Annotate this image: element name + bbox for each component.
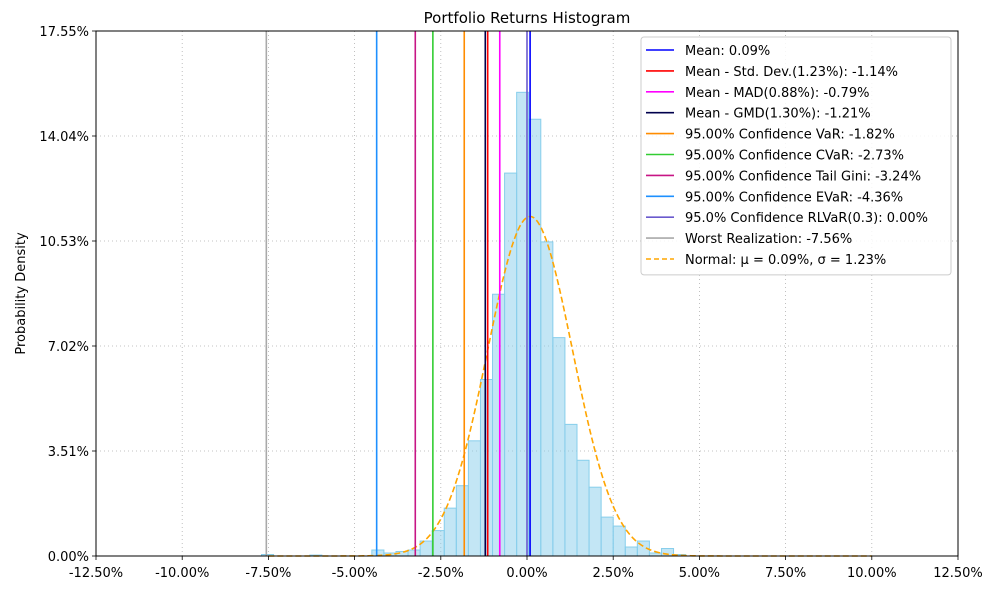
legend-label: 95.00% Confidence Tail Gini: -3.24% [685,169,921,184]
y-tick-label: 14.04% [39,130,89,145]
legend-box [640,36,952,276]
y-tick-label: 3.51% [48,445,89,460]
legend: Mean: 0.09% Mean - Std. Dev.(1.23%): -1.1… [640,36,952,276]
y-tick-label: 17.55% [39,25,89,40]
y-tick-label: 7.02% [48,340,89,355]
x-tick-label: 7.50% [765,566,806,581]
histogram-bar [552,337,566,557]
risk-lines [265,31,531,556]
legend-label: Mean - GMD(1.30%): -1.21% [685,107,871,122]
histogram-bar [612,525,626,557]
histogram-bar [564,423,578,557]
histogram-bar [479,379,494,557]
histogram-bar [443,507,457,557]
legend-label: Normal: μ = 0.09%, σ = 1.23% [685,253,886,268]
x-tick-label: -10.00% [155,566,209,581]
histogram-bar [492,293,506,557]
legend-label: 95.00% Confidence CVaR: -2.73% [685,149,904,164]
legend-label: Mean: 0.09% [685,44,770,59]
x-tick-label: 12.50% [933,566,983,581]
x-axis: -12.50% -10.00% -7.50% -5.00% -2.50% 0.00% 2.5… [69,556,983,581]
y-axis: 0.00% 3.51% 7.02% 10.53% 14.04% 17.55% [39,25,96,565]
legend-label: Mean - MAD(0.88%): -0.79% [685,86,869,101]
legend-label: 95.00% Confidence EVaR: -4.36% [685,190,903,205]
legend-label: 95.00% Confidence VaR: -1.82% [685,128,895,143]
x-tick-label: -2.50% [418,566,464,581]
histogram-bar [540,241,554,557]
x-tick-label: -7.50% [245,566,291,581]
histogram-bar [624,546,638,557]
histogram-bar [455,485,469,557]
legend-label: Worst Realization: -7.56% [685,232,852,247]
histogram-bar [467,440,481,557]
x-tick-label: 10.00% [847,566,897,581]
histogram-bar [407,549,421,557]
histogram-bar [588,486,602,557]
y-tick-label: 10.53% [39,235,89,250]
histogram-bar [576,459,590,557]
x-tick-label: 2.50% [593,566,634,581]
x-tick-label: -5.00% [332,566,378,581]
x-tick-label: 5.00% [679,566,720,581]
histogram-bar [431,530,445,557]
y-axis-label: Probability Density [14,232,29,355]
y-tick-label: 0.00% [48,550,89,565]
x-tick-label: -12.50% [69,566,123,581]
x-tick-label: 0.00% [506,566,547,581]
histogram-bar [600,516,614,557]
chart-title: Portfolio Returns Histogram [424,9,631,27]
legend-label: Mean - Std. Dev.(1.23%): -1.14% [685,65,898,80]
histogram-bars [261,91,687,557]
histogram-bar [504,172,518,557]
legend-label: 95.0% Confidence RLVaR(0.3): 0.00% [685,211,928,226]
